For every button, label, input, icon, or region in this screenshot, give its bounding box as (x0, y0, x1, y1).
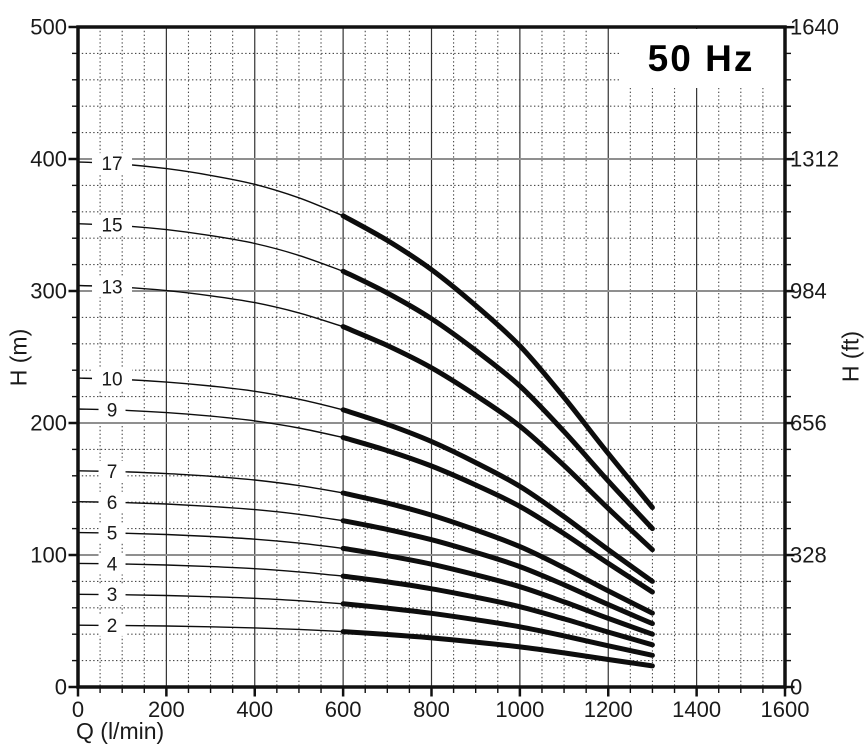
curve-duty-4 (340, 573, 655, 648)
curve-label-9: 9 (107, 400, 118, 421)
curve-label-bg-6 (98, 491, 126, 513)
curve-label-6: 6 (107, 493, 118, 514)
x-tick-label: 600 (325, 697, 362, 722)
x-axis-title: Q (l/min) (76, 718, 165, 744)
y-left-tick-label: 200 (30, 411, 67, 436)
curve-label-bg-10 (92, 368, 133, 390)
y-left-tick-label: 400 (30, 147, 67, 172)
curve-duty-17 (340, 213, 655, 510)
curve-duty-13 (340, 324, 655, 553)
curve-label-bg-5 (98, 522, 126, 544)
x-tick-label: 1600 (761, 697, 810, 722)
curve-label-bg-13 (92, 276, 133, 298)
y-right-tick-label: 1312 (790, 147, 839, 172)
frequency-label: 50 Hz (647, 37, 755, 79)
curve-label-bg-4 (98, 553, 126, 575)
y-right-tick-label: 0 (790, 675, 802, 700)
y-right-tick-label: 984 (790, 279, 827, 304)
curve-duty-5 (340, 545, 655, 637)
y-right-tick-label: 656 (790, 411, 827, 436)
y-right-tick-label: 328 (790, 543, 827, 568)
y-left-tick-label: 100 (30, 543, 67, 568)
axis-ticks: 0 200 400 600 800 1000 1200 1400 160001002003004… (30, 15, 839, 723)
curve-label-17: 17 (101, 154, 122, 175)
x-tick-label: 1400 (672, 697, 721, 722)
curve-label-bg-3 (98, 584, 126, 606)
x-tick-label: 1200 (584, 697, 633, 722)
curve-label-2: 2 (107, 616, 118, 637)
curve-label-bg-9 (98, 399, 126, 421)
x-tick-label: 400 (236, 697, 273, 722)
curve-label-15: 15 (101, 216, 122, 237)
y-right-tick-label: 1640 (790, 15, 839, 40)
curve-duty-15 (340, 268, 655, 532)
x-tick-label: 800 (413, 697, 450, 722)
pump-curves (77, 161, 655, 669)
x-tick-label: 0 (72, 697, 84, 722)
curve-label-4: 4 (107, 554, 118, 575)
x-tick-label: 1000 (495, 697, 544, 722)
curve-duty-9 (340, 435, 655, 595)
curve-label-bg-2 (98, 614, 126, 636)
curve-label-bg-15 (92, 214, 133, 236)
curve-duty-10 (340, 407, 655, 584)
frequency-badge: 50 Hz (619, 29, 783, 88)
curve-label-bg-7 (98, 460, 126, 482)
curve-label-7: 7 (107, 462, 118, 483)
y-left-tick-label: 500 (30, 15, 67, 40)
x-tick-label: 200 (148, 697, 185, 722)
y-axis-title-left: H (m) (5, 328, 32, 387)
curve-duty-6 (340, 518, 655, 627)
curve-labels: 2 3 4 5 6 7 9 10 13 15 17 (92, 153, 133, 637)
curve-label-13: 13 (101, 277, 122, 298)
curve-label-10: 10 (101, 370, 122, 391)
curve-duty-2 (340, 629, 655, 669)
y-left-tick-label: 300 (30, 279, 67, 304)
y-left-tick-label: 0 (55, 675, 67, 700)
curve-label-5: 5 (107, 524, 118, 545)
y-axis-title-right: H (ft) (837, 330, 864, 383)
curve-duty-7 (340, 490, 655, 616)
curve-duty-3 (340, 601, 655, 658)
curve-label-3: 3 (107, 585, 118, 606)
curve-label-bg-17 (92, 153, 133, 175)
